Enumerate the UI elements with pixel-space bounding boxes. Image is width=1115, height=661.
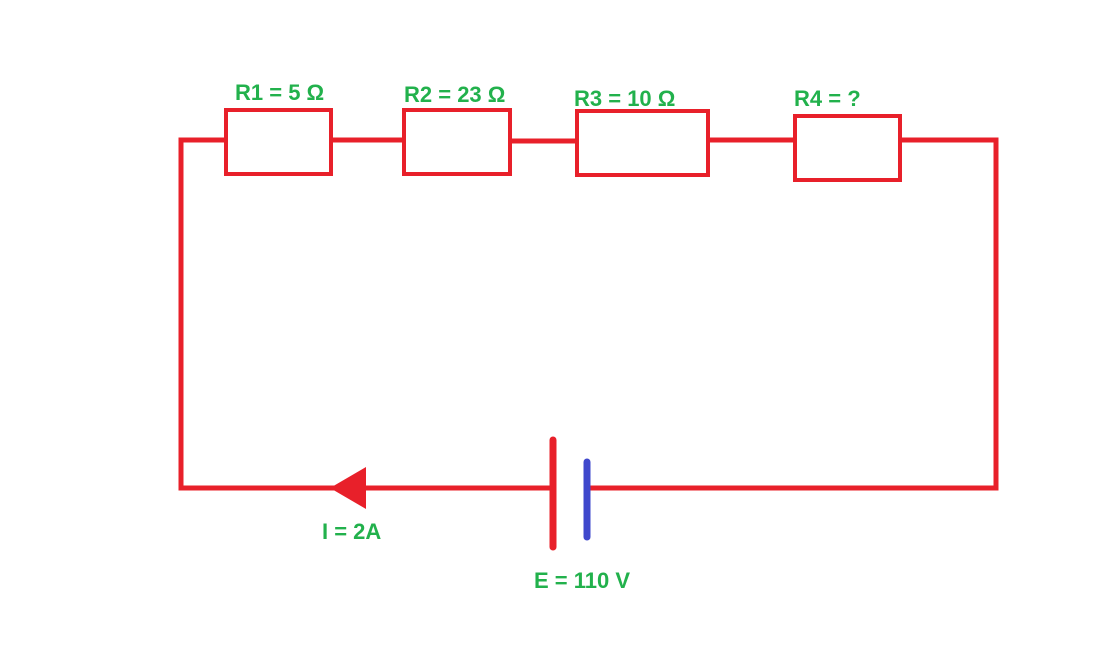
current-arrow-icon [330, 467, 366, 509]
resistor-r1 [224, 108, 333, 176]
resistor-r4-label: R4 = ? [794, 86, 861, 111]
resistor-r3 [575, 109, 710, 177]
resistors [224, 108, 902, 182]
resistor-r3-label: R3 = 10 Ω [574, 86, 676, 111]
resistor-r2 [402, 108, 512, 176]
resistor-r4 [793, 114, 902, 182]
source-voltage-label: E = 110 V [534, 568, 631, 593]
resistor-r2-label: R2 = 23 Ω [404, 82, 506, 107]
wire-right [590, 137, 999, 491]
wire-left [178, 137, 550, 491]
resistor-r1-label: R1 = 5 Ω [235, 80, 325, 105]
current-label: I = 2A [322, 519, 382, 544]
circuit-wires [178, 137, 999, 491]
